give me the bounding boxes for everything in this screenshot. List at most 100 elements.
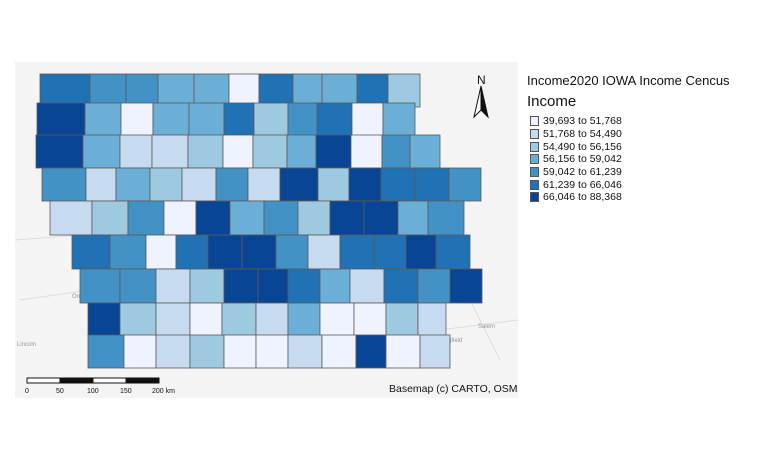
county-polygon — [419, 334, 451, 369]
county-polygon — [385, 334, 421, 369]
north-arrow-right-half — [480, 85, 489, 119]
county-polygon — [36, 102, 86, 137]
county-polygon — [315, 134, 352, 169]
county-polygon — [163, 200, 197, 236]
county-polygon — [181, 167, 217, 202]
scale-segment-4 — [125, 377, 160, 384]
legend-item: 39,693 to 51,768 — [530, 115, 622, 128]
county-polygon — [405, 234, 437, 270]
north-arrow-label: N — [477, 73, 486, 87]
legend-label: 51,768 to 54,490 — [543, 128, 622, 141]
county-polygon — [255, 302, 289, 337]
county-polygon — [157, 73, 195, 108]
map-title: Income2020 IOWA Income Cencus — [527, 73, 730, 88]
county-polygon — [255, 334, 289, 369]
legend-swatch — [530, 167, 539, 178]
county-polygon — [349, 268, 385, 304]
county-polygon — [71, 234, 111, 270]
county-polygon — [84, 102, 122, 137]
county-polygon — [380, 167, 416, 202]
county-polygon — [319, 268, 351, 304]
county-polygon — [39, 73, 91, 108]
county-polygon — [120, 102, 154, 137]
county-polygon — [252, 134, 288, 169]
county-polygon — [193, 73, 230, 108]
county-polygon — [253, 102, 289, 137]
legend-swatch — [530, 116, 539, 127]
county-polygon — [355, 334, 387, 369]
legend-item: 61,239 to 66,046 — [530, 178, 622, 191]
county-polygon — [149, 167, 183, 202]
basemap-attribution: Basemap (c) CARTO, OSM — [389, 383, 518, 395]
county-polygon — [353, 302, 387, 337]
county-polygon — [348, 167, 382, 202]
county-polygon — [228, 73, 260, 108]
legend-item: 54,490 to 56,156 — [530, 140, 622, 153]
scale-label-200km: 200 km — [152, 388, 175, 395]
legend-label: 56,156 to 59,042 — [543, 153, 622, 166]
legend-swatch — [530, 179, 539, 190]
county-polygon — [351, 102, 384, 137]
county-polygon — [89, 73, 127, 108]
legend-item: 56,156 to 59,042 — [530, 153, 622, 166]
county-polygon — [287, 334, 323, 369]
county-polygon — [223, 268, 259, 304]
county-polygon — [307, 234, 341, 270]
county-polygon — [448, 167, 482, 202]
county-polygon — [275, 234, 309, 270]
county-polygon — [297, 200, 331, 236]
legend-item: 59,042 to 61,239 — [530, 166, 622, 179]
scale-segment-3 — [92, 377, 127, 384]
county-polygon — [257, 268, 289, 304]
counties-layer — [35, 73, 483, 369]
county-polygon — [317, 167, 350, 202]
county-polygon — [35, 134, 84, 169]
county-polygon — [109, 234, 147, 270]
county-polygon — [189, 302, 223, 337]
county-polygon — [223, 334, 257, 369]
county-polygon — [292, 73, 323, 108]
county-polygon — [350, 134, 383, 169]
county-polygon — [319, 302, 355, 337]
county-polygon — [223, 102, 255, 137]
basemap-label-lincoln: Lincoln — [17, 342, 36, 348]
county-polygon — [287, 268, 321, 304]
county-polygon — [189, 334, 225, 369]
county-polygon — [91, 200, 129, 236]
county-polygon — [449, 268, 483, 304]
county-polygon — [82, 134, 121, 169]
county-polygon — [155, 334, 191, 369]
county-polygon — [115, 167, 151, 202]
county-polygon — [414, 167, 450, 202]
county-polygon — [41, 167, 87, 202]
scale-label-50: 50 — [56, 388, 64, 395]
county-polygon — [85, 167, 117, 202]
scale-label-150: 150 — [120, 388, 132, 395]
county-polygon — [321, 73, 358, 108]
county-polygon — [385, 302, 419, 337]
county-polygon — [119, 268, 157, 304]
legend-title: Income — [527, 93, 577, 110]
county-polygon — [127, 200, 165, 236]
legend-swatch — [530, 129, 539, 140]
county-polygon — [339, 234, 375, 270]
county-polygon — [409, 134, 441, 169]
county-polygon — [188, 102, 225, 137]
county-polygon — [215, 167, 249, 202]
legend-label: 54,490 to 56,156 — [543, 140, 622, 153]
county-polygon — [152, 102, 190, 137]
county-polygon — [145, 234, 177, 270]
basemap-label-salem: Salem — [478, 324, 495, 330]
county-polygon — [175, 234, 209, 270]
county-polygon — [87, 302, 121, 337]
county-polygon — [49, 200, 93, 236]
county-polygon — [435, 234, 471, 270]
county-polygon — [316, 102, 353, 137]
county-polygon — [279, 167, 319, 202]
county-polygon — [222, 134, 254, 169]
county-polygon — [155, 302, 191, 337]
county-polygon — [363, 200, 399, 236]
scale-label-0: 0 — [25, 388, 29, 395]
county-polygon — [187, 134, 224, 169]
